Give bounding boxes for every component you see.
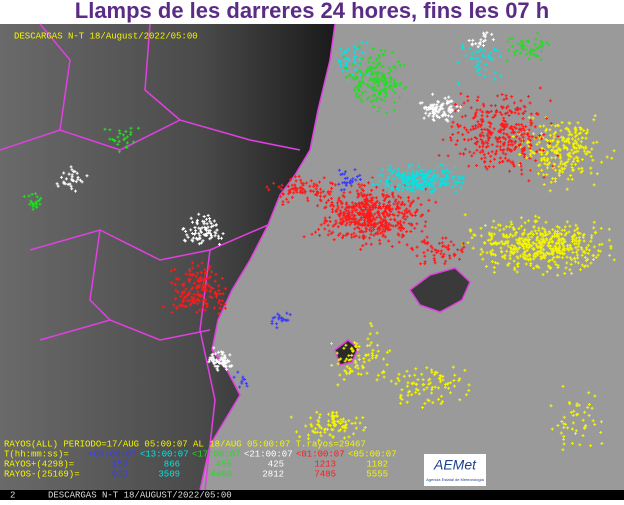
strike-cluster	[370, 162, 465, 195]
legend-time-label: T(hh:mm:ss)=	[4, 449, 69, 459]
strike-cluster	[270, 311, 292, 330]
strike-cluster	[456, 44, 503, 85]
strike-cluster	[22, 192, 43, 211]
interval-label: <17:00:07	[192, 449, 241, 459]
positive-count: 425	[268, 459, 284, 469]
strike-cluster	[437, 86, 560, 183]
strike-cluster	[55, 165, 89, 193]
strike-cluster	[467, 31, 495, 49]
logo: AEMet Agencia Estatal de Meteorología	[424, 454, 486, 486]
legend-summary: RAYOS(ALL) PERIODO=17/AUG 05:00:07 AL 18…	[4, 439, 366, 449]
strike-cluster	[342, 45, 408, 115]
footer-number: 2	[10, 490, 15, 500]
strike-cluster	[289, 410, 367, 442]
strike-cluster	[207, 346, 234, 372]
strike-cluster	[418, 92, 463, 123]
footer-text: DESCARGAS N-T 18/AUGUST/2022/05:00	[48, 490, 232, 500]
footer-bar	[0, 490, 624, 500]
strike-cluster	[511, 114, 616, 193]
interval-label: <13:00:07	[140, 449, 189, 459]
negative-count: 933	[112, 469, 128, 479]
lightning-strikes	[22, 31, 616, 452]
strike-cluster	[232, 370, 249, 389]
negative-count: 7485	[314, 469, 336, 479]
title: Llamps de les darreres 24 hores, fins le…	[75, 0, 549, 23]
strike-cluster	[265, 174, 334, 206]
legend-positive-label: RAYOS+(4298)=	[4, 459, 74, 469]
strike-cluster	[161, 261, 227, 316]
logo-name: AEMet	[433, 457, 477, 473]
negative-count: 5555	[366, 469, 388, 479]
interval-label: <09:00:07	[88, 449, 137, 459]
strike-cluster	[549, 384, 604, 452]
negative-count: 4466	[210, 469, 232, 479]
title-bar	[0, 0, 624, 24]
strike-cluster	[461, 213, 616, 277]
strike-cluster	[181, 212, 225, 246]
legend: RAYOS(ALL) PERIODO=17/AUG 05:00:07 AL 18…	[4, 439, 397, 479]
negative-count: 2812	[262, 469, 284, 479]
positive-count: 159	[112, 459, 128, 469]
logo-subtitle: Agencia Estatal de Meteorología	[426, 477, 485, 482]
interval-label: <01:00:07	[296, 449, 345, 459]
positive-count: 866	[164, 459, 180, 469]
negative-count: 3509	[158, 469, 180, 479]
mallorca	[408, 267, 471, 313]
borders	[0, 23, 336, 491]
strike-cluster	[337, 168, 362, 192]
strike-cluster	[385, 363, 471, 409]
strike-cluster	[103, 126, 140, 154]
positive-count: 1213	[314, 459, 336, 469]
interval-label: <05:00:07	[348, 449, 397, 459]
logo-box	[424, 454, 486, 486]
legend-negative-label: RAYOS-(25169)=	[4, 469, 80, 479]
map-header: DESCARGAS N-T 18/August/2022/05:00	[14, 31, 198, 41]
positive-count: 455	[216, 459, 232, 469]
strike-cluster	[505, 31, 551, 63]
positive-count: 1182	[366, 459, 388, 469]
strike-cluster	[410, 235, 466, 266]
strike-cluster	[330, 321, 392, 387]
interval-label: <21:00:07	[244, 449, 293, 459]
